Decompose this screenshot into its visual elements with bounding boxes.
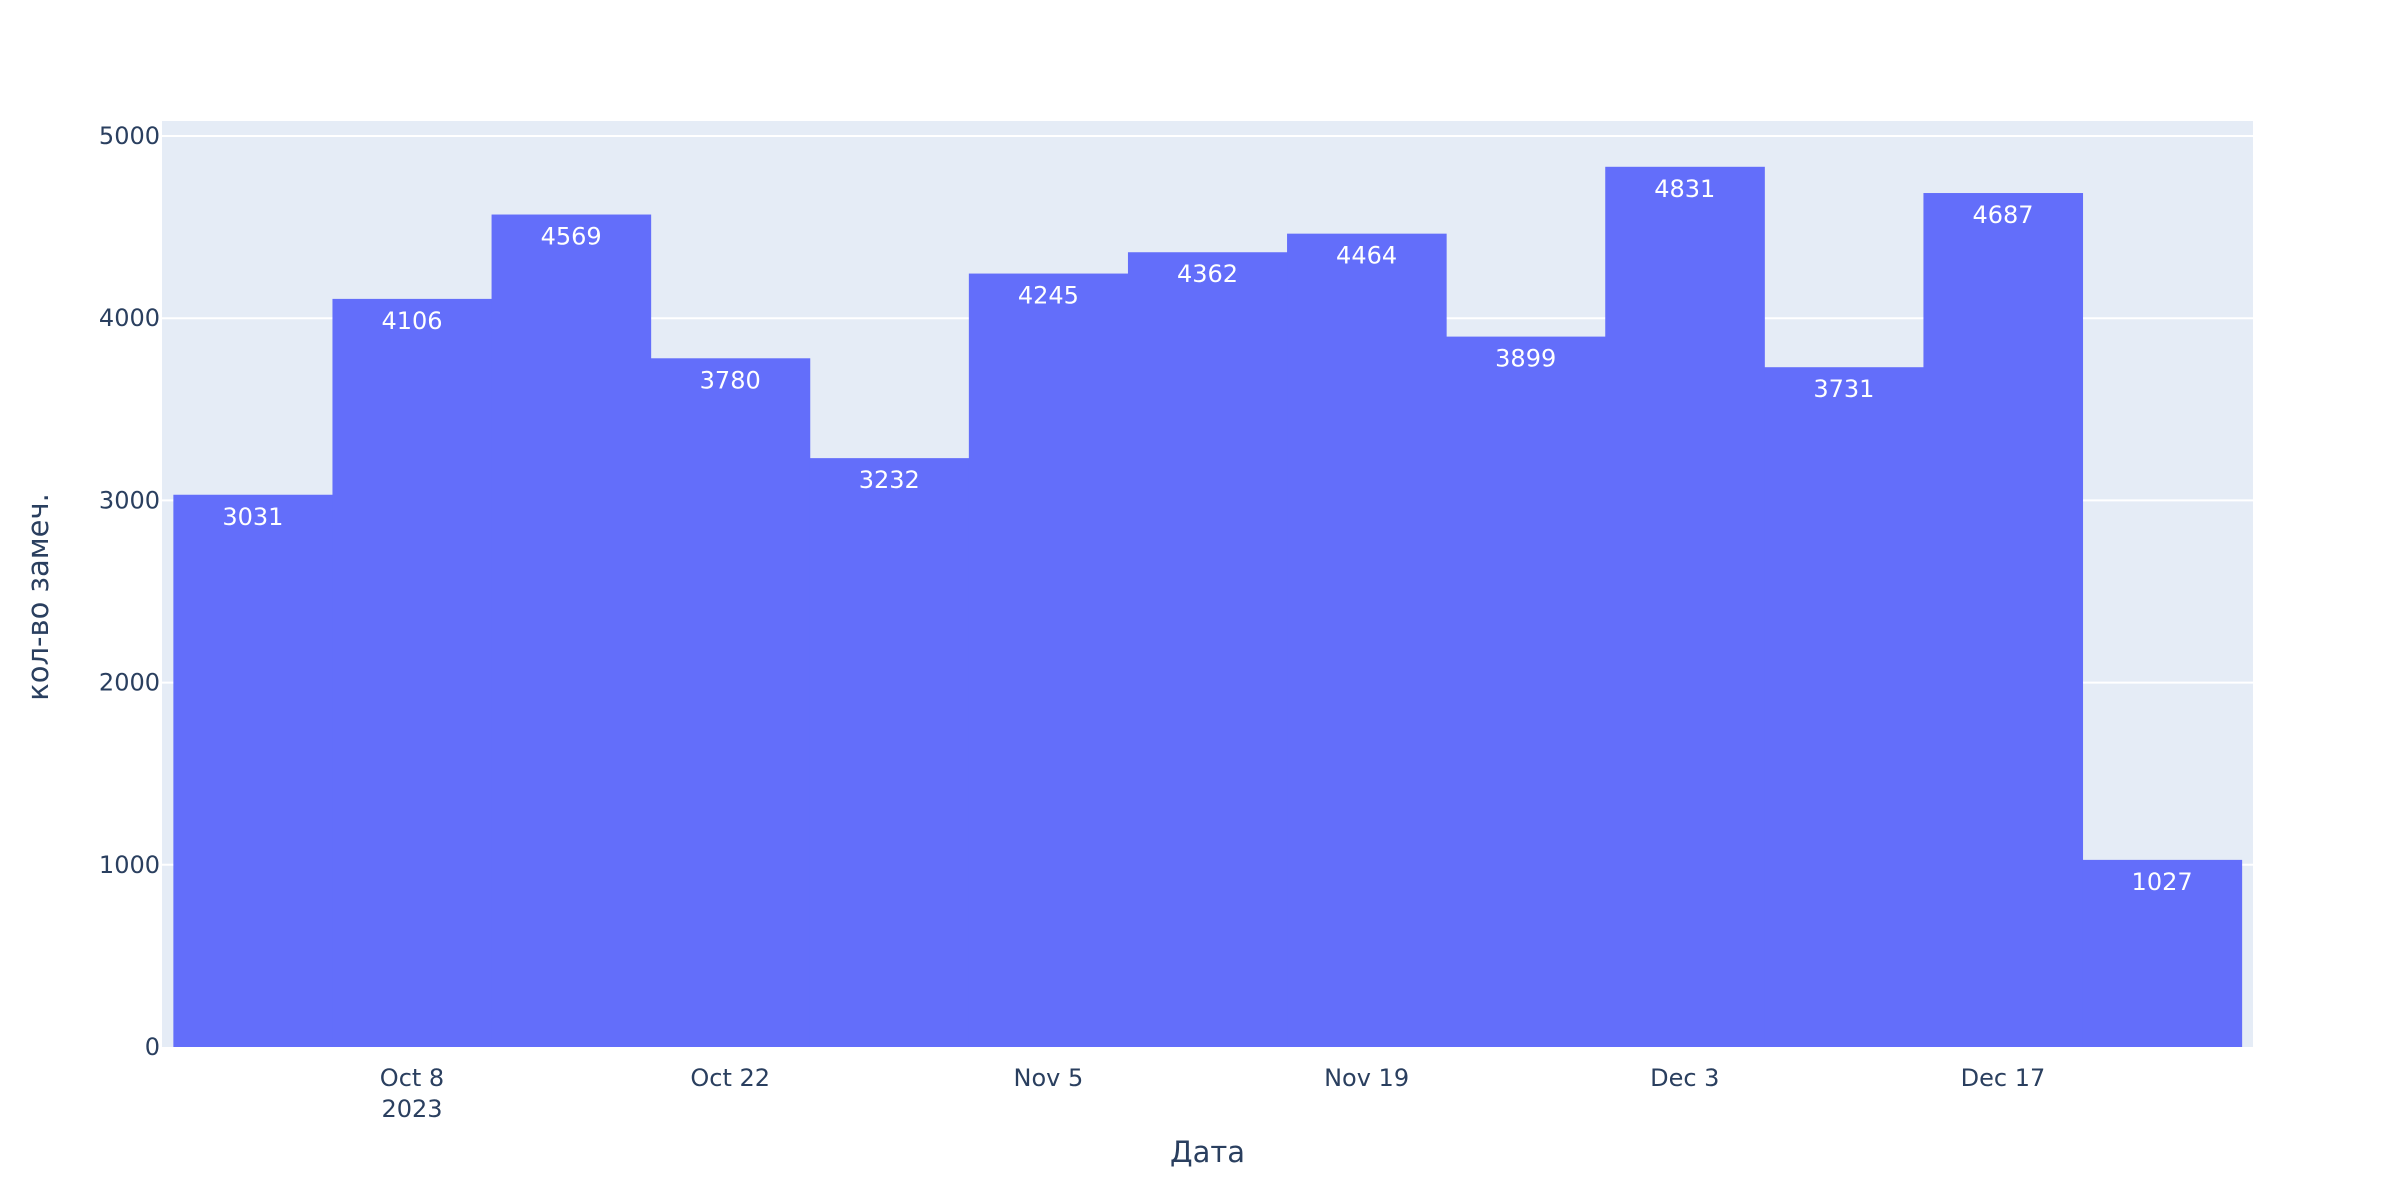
bar bbox=[968, 273, 1129, 1047]
y-tick-label: 3000 bbox=[99, 486, 160, 514]
bar-value-label: 3232 bbox=[859, 466, 920, 494]
bar-value-label: 4362 bbox=[1177, 260, 1238, 288]
x-tick-year-label: 2023 bbox=[381, 1095, 442, 1123]
x-tick-label: Oct 8 bbox=[380, 1064, 444, 1092]
bar bbox=[1764, 367, 1924, 1047]
x-axis-title: Дата bbox=[1170, 1135, 1245, 1169]
y-tick-label: 0 bbox=[145, 1033, 160, 1061]
bar-value-label: 3899 bbox=[1495, 345, 1556, 373]
bar bbox=[332, 298, 493, 1047]
y-tick-label: 1000 bbox=[99, 851, 160, 879]
bar bbox=[650, 358, 811, 1047]
bar bbox=[2082, 859, 2243, 1047]
x-tick-label: Oct 22 bbox=[690, 1064, 770, 1092]
y-tick-label: 4000 bbox=[99, 304, 160, 332]
y-tick-label: 5000 bbox=[99, 122, 160, 150]
x-axis-ticks: Oct 8 2023 Oct 22 Nov 5 Nov 19 Dec 3 Dec 17 bbox=[380, 1064, 2045, 1123]
bar-value-label: 1027 bbox=[2132, 868, 2193, 896]
bar-labels: 3031 4106 4569 3780 3232 4245 4362 4464 3899 4831… bbox=[222, 175, 2192, 896]
bar bbox=[1127, 252, 1288, 1048]
bar-value-label: 4464 bbox=[1336, 242, 1397, 270]
bar bbox=[1446, 336, 1606, 1048]
bar bbox=[491, 214, 652, 1047]
bar bbox=[1923, 193, 2084, 1048]
bar-value-label: 4569 bbox=[541, 223, 602, 251]
bar bbox=[809, 458, 970, 1047]
x-tick-label: Dec 17 bbox=[1961, 1064, 2046, 1092]
x-tick-label: Dec 3 bbox=[1650, 1064, 1719, 1092]
y-axis-ticks: 0 1000 2000 3000 4000 5000 bbox=[99, 122, 160, 1061]
bar-value-label: 4687 bbox=[1972, 201, 2033, 229]
bar-value-label: 3031 bbox=[222, 503, 283, 531]
y-tick-label: 2000 bbox=[99, 669, 160, 697]
bar-value-label: 3780 bbox=[700, 366, 761, 394]
x-tick-label: Nov 19 bbox=[1324, 1064, 1409, 1092]
bar bbox=[1605, 166, 1765, 1047]
bars bbox=[173, 166, 2243, 1048]
bar bbox=[1287, 233, 1447, 1048]
bar bbox=[173, 494, 333, 1047]
y-axis-title: кол-во замеч. bbox=[21, 493, 55, 701]
bar-value-label: 3731 bbox=[1813, 375, 1874, 403]
bar-value-label: 4106 bbox=[381, 307, 442, 335]
bar-value-label: 4831 bbox=[1654, 175, 1715, 203]
bar-value-label: 4245 bbox=[1018, 282, 1079, 310]
x-tick-label: Nov 5 bbox=[1014, 1064, 1084, 1092]
